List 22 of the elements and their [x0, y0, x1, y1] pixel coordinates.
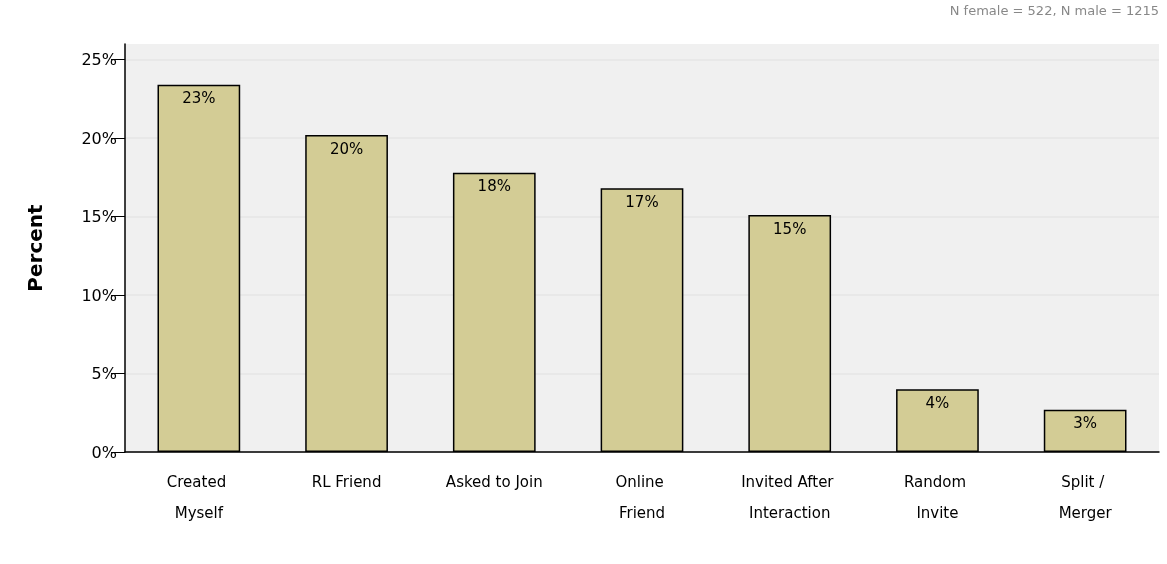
- y-tick-label: 25%: [81, 50, 117, 70]
- y-tick-label: 15%: [81, 207, 117, 227]
- x-tick-label: RL Friend: [311, 472, 382, 491]
- y-tick-label: 5%: [91, 364, 117, 384]
- data-label: 15%: [773, 219, 807, 238]
- y-tick-label: 20%: [81, 128, 117, 148]
- x-tick-label: Split / Merger: [1058, 472, 1113, 522]
- data-label: 4%: [925, 393, 950, 412]
- x-tick-label: Random Invite: [903, 472, 971, 522]
- y-tick-label: 10%: [81, 285, 117, 305]
- text: N female = 522, N male = 1215: [949, 3, 1160, 18]
- x-tick-label: Invited After Interaction: [741, 472, 839, 522]
- data-label: 20%: [329, 139, 364, 158]
- data-label: 18%: [477, 177, 511, 196]
- x-tick-label: Created Myself: [166, 472, 231, 522]
- x-tick-label: Online Friend: [615, 472, 669, 522]
- y-axis-title: Percent: [23, 203, 47, 292]
- y-tick-label: 0%: [91, 442, 117, 462]
- x-tick-label: Asked to Join: [445, 472, 543, 491]
- data-label: 23%: [182, 89, 216, 108]
- data-label: 17%: [625, 192, 659, 211]
- data-label: 3%: [1073, 414, 1098, 433]
